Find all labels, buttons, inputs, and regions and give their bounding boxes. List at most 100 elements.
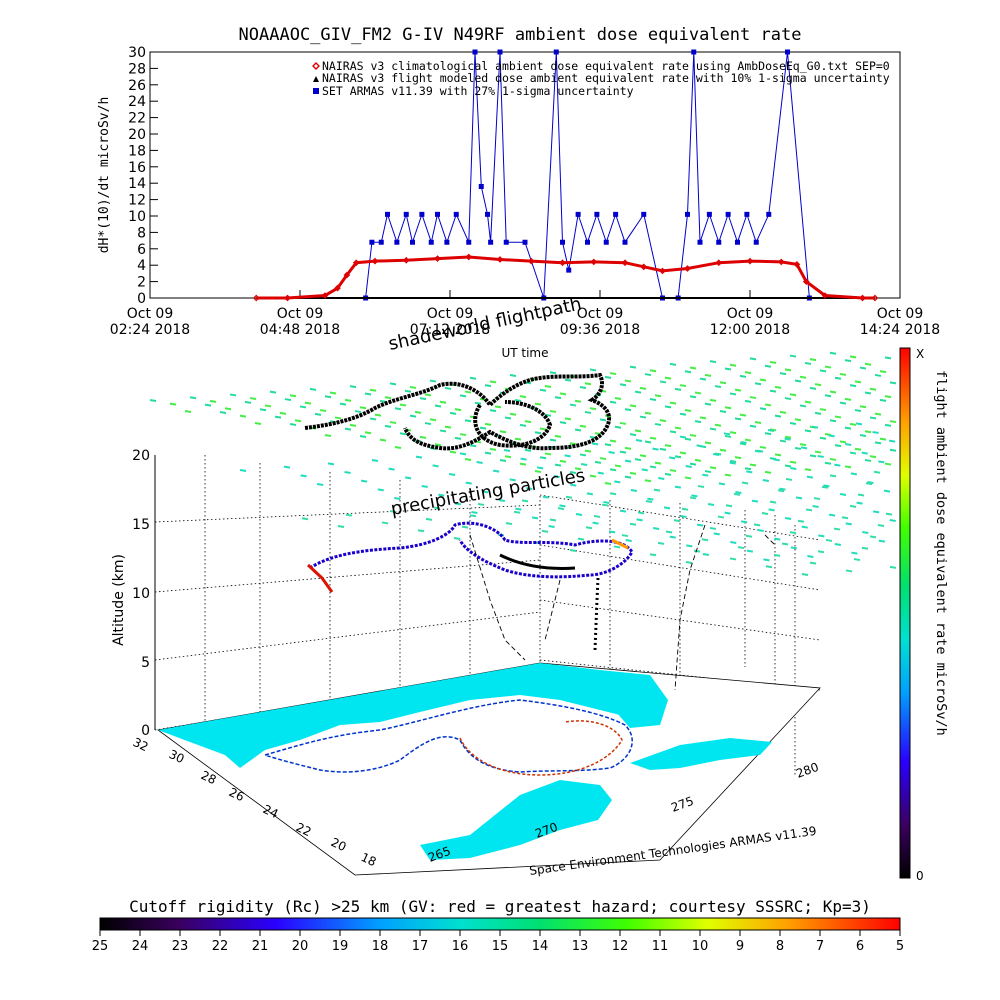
particle-dash (869, 387, 877, 391)
particle-dash (829, 351, 837, 355)
particle-dash (828, 434, 835, 438)
particle-dash (539, 427, 547, 431)
particle-dash (494, 405, 502, 409)
particle-dash (289, 394, 297, 398)
particle-dash (669, 401, 677, 405)
particle-dash (354, 410, 362, 414)
armas-point (685, 211, 690, 217)
particle-dash (777, 489, 785, 493)
particle-dash (329, 391, 337, 395)
particle-dash (812, 505, 819, 508)
particle-dash (669, 362, 677, 366)
y-tick-label: 18 (128, 143, 146, 159)
particle-dash (746, 470, 753, 474)
climatological-point (821, 292, 829, 299)
particle-dash (629, 404, 637, 408)
particle-dash (601, 503, 609, 507)
particle-dash (564, 378, 572, 382)
rc-tick-label: 17 (412, 939, 429, 954)
climatological-point (527, 257, 535, 265)
altitude-ticks: 0 5 10 15 20 (132, 448, 150, 739)
particle-dash (869, 455, 877, 459)
particle-dash (498, 499, 506, 502)
particle-dash (549, 409, 557, 413)
altitude-tick: 15 (132, 517, 150, 533)
particle-dash (635, 439, 643, 442)
particle-dash (844, 426, 852, 430)
particle-dash (569, 549, 577, 552)
climatological-point (793, 261, 801, 268)
particle-dash (524, 448, 532, 452)
particle-dash (269, 390, 277, 394)
particle-dash (797, 519, 805, 523)
particle-dash (364, 392, 372, 396)
particle-dash (833, 527, 841, 531)
particle-dash (828, 513, 836, 517)
particle-dash (554, 434, 562, 438)
particle-dash (673, 519, 681, 523)
particle-dash (856, 501, 863, 505)
particle-dash (504, 416, 512, 420)
armas-point (394, 239, 400, 245)
particle-dash (790, 546, 798, 550)
particle-dash (844, 465, 852, 469)
dose-colorbar: X 0 flight ambient dose equivalent rate … (899, 347, 949, 883)
particle-dash (514, 437, 522, 441)
particle-dash (654, 422, 662, 426)
particle-dash (729, 557, 737, 561)
particle-dash (849, 504, 857, 508)
particle-dash (674, 455, 682, 459)
particle-dash (689, 366, 697, 370)
particle-dash (594, 460, 602, 464)
particle-dash (630, 489, 638, 492)
y-tick-label: 4 (137, 258, 146, 274)
particle-dash (489, 447, 497, 451)
particle-dash (845, 569, 853, 573)
flightpath-vertical-projection-east (674, 524, 776, 691)
particle-dash (415, 455, 423, 459)
particle-dash (444, 425, 452, 429)
particle-dash (779, 487, 786, 491)
particle-dash (704, 373, 712, 377)
particle-dash (685, 561, 693, 564)
particle-dash (759, 407, 767, 411)
armas-point (622, 239, 628, 245)
precipitating-particle-field (149, 351, 897, 576)
particle-dash (259, 408, 267, 412)
particle-dash (789, 460, 797, 464)
particle-dash (878, 539, 886, 543)
particle-dash (730, 541, 737, 544)
particle-dash (824, 394, 832, 398)
latitude-tick: 20 (329, 835, 349, 854)
particle-dash (709, 360, 717, 364)
particle-dash (484, 384, 492, 388)
florida-land (585, 670, 668, 728)
climatological-point (496, 256, 504, 263)
particle-dash (859, 405, 867, 409)
particle-dash (764, 470, 772, 474)
particle-dash (754, 382, 762, 386)
particle-dash (359, 406, 367, 410)
particle-dash (764, 403, 772, 407)
climatological-point (621, 259, 629, 267)
particle-dash (801, 573, 809, 576)
longitude-tick: 280 (794, 760, 820, 781)
armas-point (466, 239, 472, 245)
particle-dash (644, 440, 652, 444)
particle-dash (744, 371, 752, 375)
particle-dash (849, 451, 857, 455)
particle-dash (421, 485, 428, 488)
particle-dash (859, 366, 867, 370)
particle-dash (674, 485, 682, 489)
particle-dash (461, 525, 469, 529)
altitude-tick: 10 (132, 586, 150, 602)
armas-point (560, 239, 565, 245)
armas-point (585, 239, 590, 245)
particle-dash (751, 499, 759, 503)
particle-dash (189, 396, 197, 400)
particle-dash (569, 442, 577, 446)
particle-dash (723, 432, 731, 436)
particle-dash (644, 373, 652, 377)
particle-dash (814, 411, 822, 415)
particle-dash (424, 422, 432, 426)
